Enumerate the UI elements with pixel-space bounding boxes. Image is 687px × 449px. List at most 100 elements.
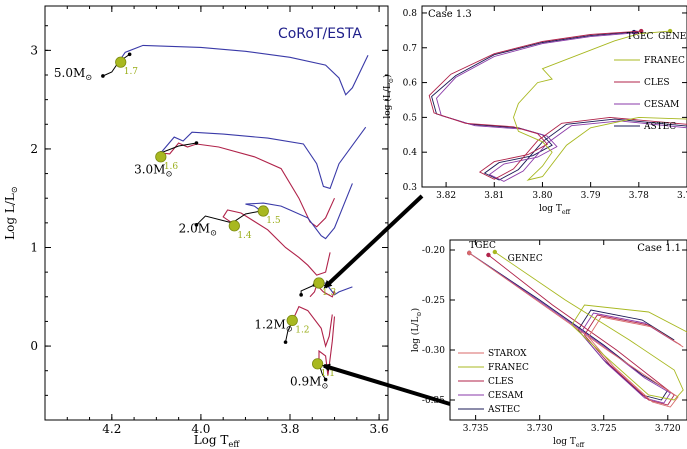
y-tick-label: -0.30 — [422, 346, 445, 356]
track-end-dot — [127, 52, 132, 57]
series-line — [513, 30, 687, 181]
chart-title: CoRoT/ESTA — [278, 26, 362, 42]
series-line — [431, 31, 687, 181]
track-start-dot — [194, 223, 199, 227]
y-tick-label: 3 — [30, 43, 38, 57]
legend-label: CLES — [488, 377, 514, 387]
legend-label: CLES — [644, 78, 670, 88]
track-start-dot — [299, 293, 303, 297]
x-tick-label: 3.735 — [463, 424, 489, 434]
case-label: 1.4 — [237, 231, 252, 241]
case-marker — [115, 56, 127, 68]
y-tick-label: -0.20 — [422, 246, 445, 256]
case-marker — [257, 205, 269, 217]
y-tick-label: 0.8 — [403, 9, 418, 19]
y-tick-label: 0.5 — [403, 113, 418, 123]
inset-title: Case 1.1 — [637, 243, 681, 254]
mass-label: 5.0M⊙ — [54, 66, 92, 82]
series-line — [468, 252, 675, 401]
x-tick-label: 3.82 — [436, 191, 456, 201]
x-tick-label: 3.79 — [581, 191, 601, 201]
main-plot-frame — [44, 5, 389, 421]
inset-title: Case 1.3 — [428, 9, 472, 20]
y-tick-label: 0.3 — [403, 183, 418, 193]
x-tick-label: 3.8 — [280, 422, 299, 436]
x-axis-label: log Teff — [539, 204, 571, 216]
legend-label: FRANEC — [644, 56, 685, 66]
track-end-dot — [194, 141, 199, 145]
case-marker — [312, 358, 324, 370]
evolution-track — [245, 183, 353, 240]
y-tick-label: 0 — [30, 339, 38, 353]
track-start-dot — [323, 377, 328, 382]
pre-ms-segment — [196, 215, 233, 226]
y-tick-label: 0.6 — [403, 79, 418, 89]
mass-label: 3.0M⊙ — [134, 163, 172, 179]
legend-label: ASTEC — [643, 122, 676, 132]
case-label: 1.2 — [295, 325, 309, 335]
case-label: 1.7 — [124, 67, 139, 77]
legend-label: CESAM — [488, 391, 523, 401]
series-line — [488, 254, 681, 406]
y-tick-label: 2 — [30, 142, 38, 156]
mass-label: 2.0M⊙ — [179, 222, 217, 238]
x-tick-label: 3.78 — [629, 191, 649, 201]
mass-label: 0.9M⊙ — [290, 375, 328, 391]
legend-label: ASTEC — [487, 405, 520, 415]
track-start-dot — [283, 340, 288, 344]
series-start-dot — [667, 28, 673, 34]
track-annotation: TGEC — [469, 241, 496, 251]
y-tick-label: -0.25 — [422, 296, 445, 306]
series-start-dot — [492, 249, 498, 255]
y-tick-label: 1 — [30, 241, 38, 255]
y-tick-label: 0.7 — [403, 44, 418, 54]
case-label: 1.5 — [266, 216, 281, 226]
evolution-track — [118, 44, 369, 96]
x-tick-label: 4.0 — [191, 422, 210, 436]
case-marker — [228, 220, 240, 232]
series-start-dot — [467, 250, 472, 256]
track-start-dot — [101, 74, 105, 78]
case-label: 1.6 — [164, 162, 179, 172]
x-tick-label: 3.730 — [527, 424, 553, 434]
y-tick-label: 0.4 — [403, 148, 418, 158]
y-axis-label: Log L/L⊙ — [3, 186, 19, 240]
x-tick-label: 3.720 — [655, 424, 681, 434]
x-tick-label: 3.80 — [532, 191, 552, 201]
main-hr-diagram: 4.2 4.0 3.8 3.6 0 1 2 3 Log Teff Log L/L⊙ CoRoT/ES… — [3, 5, 389, 449]
connecting-arrows — [322, 194, 451, 406]
series-start-dot — [639, 28, 644, 34]
series-line — [435, 32, 687, 182]
evolution-track — [318, 316, 336, 376]
y-axis-label: log (L/L⊙) — [410, 308, 423, 352]
series-line — [494, 251, 687, 401]
case-marker — [313, 277, 325, 289]
series-line — [468, 252, 678, 404]
series-line — [428, 30, 687, 180]
pre-ms-segment — [231, 210, 262, 224]
y-axis-label: log (L/L⊙) — [382, 74, 395, 118]
pre-ms-segment — [160, 142, 197, 154]
arrow-to-case-1-1 — [322, 363, 451, 406]
series-start-dot — [486, 252, 491, 258]
case-marker — [286, 314, 298, 327]
track-annotation: TGEC — [627, 32, 654, 42]
series-line — [468, 252, 684, 408]
mass-label: 1.2M⊙ — [254, 317, 292, 333]
x-tick-label: 3.81 — [484, 191, 504, 201]
legend-label: CESAM — [644, 100, 679, 110]
arrow-to-case-1-3 — [323, 194, 424, 289]
evolution-track — [222, 209, 331, 276]
evolution-track — [160, 142, 336, 228]
x-tick-label: 3.77 — [677, 191, 687, 201]
evolution-track — [160, 126, 367, 190]
x-tick-label: 3.6 — [370, 422, 389, 436]
case-label: 1.3 — [322, 288, 337, 298]
case-1-1-inset: 3.7353.7303.7253.720-0.20-0.25-0.30-0.35… — [410, 239, 687, 449]
case-label: 1.1 — [321, 369, 335, 379]
track-annotation: GENEC — [508, 254, 543, 264]
evolution-track — [291, 305, 333, 348]
legend-label: STAROX — [488, 349, 527, 359]
inset-frame — [421, 5, 687, 188]
x-axis-label: Log Teff — [194, 433, 241, 449]
